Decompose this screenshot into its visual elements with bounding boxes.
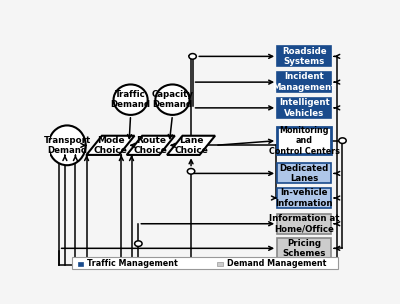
Circle shape — [339, 138, 346, 143]
Text: Mode
Choice: Mode Choice — [94, 136, 127, 155]
Circle shape — [135, 241, 142, 247]
Polygon shape — [167, 136, 215, 155]
FancyBboxPatch shape — [277, 238, 331, 258]
Polygon shape — [127, 136, 175, 155]
Text: Traffic
Demand: Traffic Demand — [111, 90, 151, 109]
Ellipse shape — [155, 85, 190, 115]
Text: Monitoring
and
Control Centers: Monitoring and Control Centers — [269, 126, 340, 156]
Text: Transport
Demand: Transport Demand — [44, 136, 91, 155]
Polygon shape — [86, 136, 134, 155]
FancyBboxPatch shape — [277, 72, 331, 92]
FancyBboxPatch shape — [277, 164, 331, 183]
FancyBboxPatch shape — [78, 262, 84, 266]
Circle shape — [189, 54, 196, 59]
Text: Incident
Management: Incident Management — [272, 72, 336, 92]
Text: In-vehicle
Information: In-vehicle Information — [276, 188, 333, 208]
FancyBboxPatch shape — [277, 98, 331, 118]
Ellipse shape — [114, 85, 148, 115]
Circle shape — [187, 168, 195, 174]
Text: Traffic Management: Traffic Management — [87, 259, 178, 268]
Text: Pricing
Schemes: Pricing Schemes — [282, 239, 326, 258]
Ellipse shape — [48, 126, 86, 165]
Text: Demand Management: Demand Management — [227, 259, 326, 268]
FancyBboxPatch shape — [72, 257, 338, 269]
FancyBboxPatch shape — [218, 262, 223, 266]
FancyBboxPatch shape — [277, 188, 331, 208]
FancyBboxPatch shape — [277, 127, 331, 154]
FancyBboxPatch shape — [277, 47, 331, 66]
Text: Dedicated
Lanes: Dedicated Lanes — [280, 164, 329, 183]
Text: Capacity
Demand: Capacity Demand — [152, 90, 194, 109]
Text: Information at
Home/Office: Information at Home/Office — [269, 214, 340, 233]
Text: Lane
Choice: Lane Choice — [174, 136, 208, 155]
Text: Intelligent
Vehicles: Intelligent Vehicles — [279, 98, 330, 118]
FancyBboxPatch shape — [277, 214, 331, 234]
Text: Roadside
Systems: Roadside Systems — [282, 47, 326, 66]
Text: Route
Choice: Route Choice — [134, 136, 168, 155]
